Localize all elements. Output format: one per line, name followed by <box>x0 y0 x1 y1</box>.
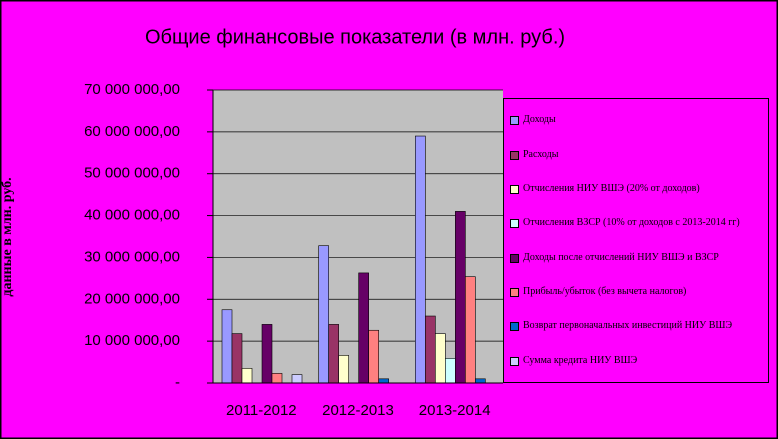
bar <box>465 276 476 384</box>
legend-label: Сумма кредита НИУ ВШЭ <box>523 354 638 366</box>
y-tick-label: 50 000 000,00 <box>84 165 180 182</box>
bar <box>425 315 436 384</box>
bar <box>328 324 339 384</box>
bar <box>338 355 349 384</box>
bar <box>231 333 243 384</box>
legend-swatch <box>510 322 519 332</box>
legend-swatch <box>510 356 519 366</box>
bar <box>358 272 369 384</box>
y-tick-label: 20 000 000,00 <box>84 290 180 307</box>
legend-item: Сумма кредита НИУ ВШЭ <box>508 355 764 367</box>
legend-label: Отчисления ВЗСР (10% от доходов с 2013-2… <box>523 217 740 229</box>
bar <box>455 211 466 384</box>
x-tick-label: 2013-2014 <box>419 402 491 419</box>
bar <box>435 333 446 384</box>
bar <box>368 329 379 384</box>
legend-item: Доходы после отчислений НИУ ВШЭ и ВЗСР <box>508 252 764 264</box>
legend-label: Расходы <box>523 148 559 160</box>
legend-label: Возврат первоначальных инвестиций НИУ ВШ… <box>523 320 733 332</box>
legend-item: Отчисления НИУ ВШЭ (20% от доходов) <box>508 183 764 195</box>
bar <box>261 324 273 384</box>
x-tick-label: 2011-2012 <box>226 402 297 419</box>
y-tick-label: 10 000 000,00 <box>84 332 180 349</box>
legend-label: Доходы <box>523 114 556 126</box>
y-tick-label: 60 000 000,00 <box>84 123 180 140</box>
legend-label: Прибыль/убыток (без вычета налогов) <box>523 286 687 298</box>
legend-item: Отчисления ВЗСР (10% от доходов с 2013-2… <box>508 217 764 229</box>
y-tick-label: - <box>175 374 180 391</box>
legend-swatch <box>510 116 519 126</box>
plot-area <box>213 90 503 383</box>
bar <box>291 374 303 384</box>
bar <box>475 378 486 384</box>
legend: Доходы Расходы Отчисления НИУ ВШЭ (20% от … <box>503 98 769 383</box>
legend-swatch <box>510 219 519 229</box>
bar <box>415 135 426 384</box>
legend-swatch <box>510 184 519 194</box>
y-tick-label: 70 000 000,00 <box>84 81 180 98</box>
x-tick-label: 2012-2013 <box>322 402 394 419</box>
legend-swatch <box>510 253 519 263</box>
y-tick-label: 40 000 000,00 <box>84 207 180 224</box>
legend-item: Прибыль/убыток (без вычета налогов) <box>508 286 764 298</box>
bar <box>378 378 389 384</box>
bar <box>241 368 253 384</box>
y-axis-label: данные в млн. руб. <box>0 177 15 296</box>
bar <box>221 309 233 384</box>
legend-label: Отчисления НИУ ВШЭ (20% от доходов) <box>523 182 700 194</box>
legend-swatch <box>510 150 519 160</box>
bar <box>271 373 283 384</box>
legend-swatch <box>510 288 519 298</box>
y-tick-label: 30 000 000,00 <box>84 248 180 265</box>
bar <box>445 358 456 384</box>
bar <box>318 245 329 384</box>
legend-item: Возврат первоначальных инвестиций НИУ ВШ… <box>508 320 764 332</box>
chart-title: Общие финансовые показатели (в млн. руб.… <box>145 26 565 48</box>
legend-label: Доходы после отчислений НИУ ВШЭ и ВЗСР <box>523 251 719 263</box>
legend-item: Расходы <box>508 149 764 161</box>
legend-item: Доходы <box>508 114 764 126</box>
